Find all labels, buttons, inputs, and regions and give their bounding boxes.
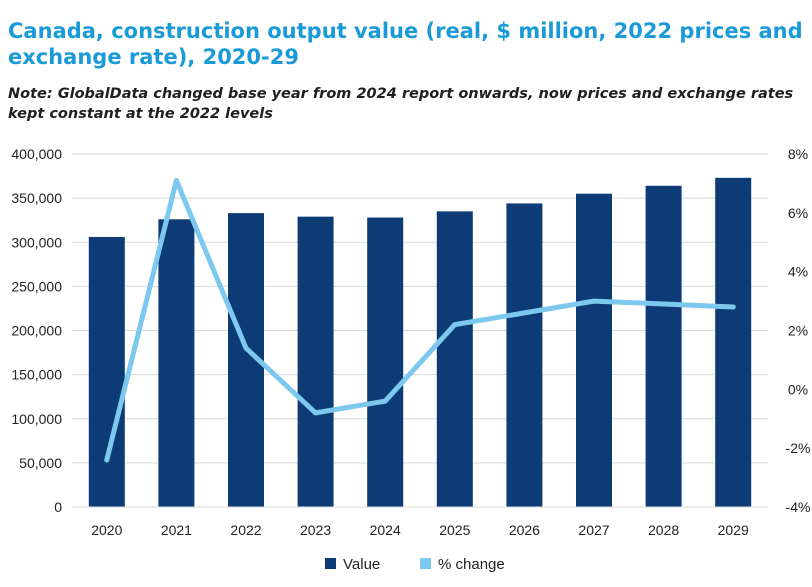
y-left-tick-label: 300,000 <box>11 234 62 250</box>
pct-change-line <box>104 177 736 463</box>
x-tick-label: 2022 <box>230 522 261 538</box>
y-left-tick-label: 0 <box>54 499 62 515</box>
pct-change-point-2021 <box>173 177 179 183</box>
value-bar-2026 <box>506 203 543 508</box>
legend-label-value: Value <box>343 556 380 573</box>
x-tick-label: 2025 <box>439 522 470 538</box>
x-axis: 2020 2021 2022 2023 2024 2025 2026 2027 2028 2029 <box>72 506 768 538</box>
chart-title: Canada, construction output value (real,… <box>8 19 803 69</box>
left-axis: 0 50,000 100,000 150,000 200,000 250,000 300,0… <box>11 146 62 515</box>
x-tick-label: 2021 <box>161 522 192 538</box>
x-tick-label: 2023 <box>300 522 331 538</box>
y-left-tick-label: 400,000 <box>11 146 62 162</box>
y-right-tick-label: 4% <box>788 264 808 280</box>
legend-label-change: % change <box>438 556 505 573</box>
y-left-tick-label: 200,000 <box>11 323 62 339</box>
y-left-tick-label: 250,000 <box>11 278 62 294</box>
x-tick-label: 2028 <box>648 522 679 538</box>
y-right-tick-label: -4% <box>786 499 811 515</box>
x-tick-label: 2027 <box>578 522 609 538</box>
y-left-tick-label: 100,000 <box>11 411 62 427</box>
value-bar-2021 <box>158 219 195 507</box>
pct-change-point-2025 <box>452 322 458 328</box>
pct-change-point-2022 <box>243 345 249 351</box>
value-bar-2023 <box>297 216 334 507</box>
y-right-tick-label: 6% <box>788 205 808 221</box>
y-right-tick-label: -2% <box>786 440 811 456</box>
value-bar-2024 <box>367 217 404 508</box>
x-tick-label: 2029 <box>718 522 749 538</box>
value-bar-2028 <box>645 185 682 507</box>
pct-change-point-2026 <box>521 310 527 316</box>
legend-swatch-change <box>420 558 431 569</box>
value-bar-2025 <box>436 211 473 508</box>
x-tick-label: 2024 <box>370 522 401 538</box>
value-bar-2029 <box>715 177 752 507</box>
chart-subtitle: Note: GlobalData changed base year from … <box>8 86 794 122</box>
y-right-tick-label: 2% <box>788 323 808 339</box>
y-right-tick-label: 0% <box>788 381 808 397</box>
value-bar-2020 <box>88 236 125 507</box>
y-right-tick-label: 8% <box>788 146 808 162</box>
pct-change-point-2024 <box>382 398 388 404</box>
x-tick-label: 2026 <box>509 522 540 538</box>
legend: Value % change <box>325 556 505 573</box>
pct-change-point-2029 <box>730 304 736 310</box>
pct-change-point-2027 <box>591 298 597 304</box>
value-bars <box>88 177 752 508</box>
pct-change-point-2028 <box>661 301 667 307</box>
x-tick-label: 2020 <box>91 522 122 538</box>
y-left-tick-label: 50,000 <box>19 455 62 471</box>
legend-swatch-value <box>325 558 336 569</box>
value-bar-2027 <box>576 193 612 507</box>
pct-change-point-2020 <box>104 457 110 463</box>
pct-change-point-2023 <box>313 410 319 416</box>
right-axis: -4% -2% 0% 2% 4% 6% 8% <box>786 146 811 515</box>
pct-change-series-line <box>104 178 736 463</box>
y-left-tick-label: 350,000 <box>11 190 62 206</box>
y-left-tick-label: 150,000 <box>11 367 62 383</box>
